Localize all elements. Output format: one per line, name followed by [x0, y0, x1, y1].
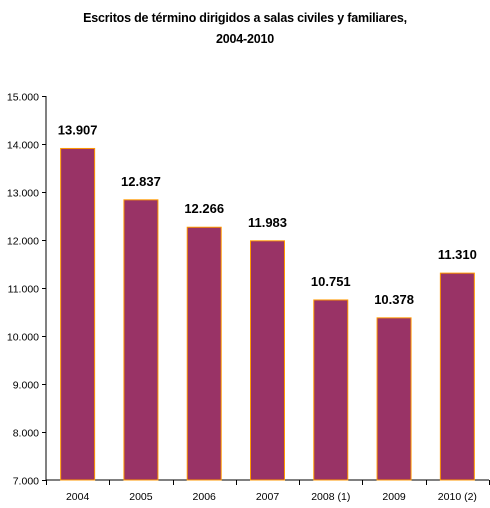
chart-title: Escritos de término dirigidos a salas ci…	[0, 8, 490, 50]
chart-labels: 7.000 8.000 9.000 10.000 11.000 12.000 13.000 1…	[7, 92, 477, 504]
y-tick-label: 9.000	[13, 380, 39, 392]
y-tick-label: 14.000	[7, 140, 39, 152]
data-label: 11.310	[438, 247, 477, 262]
x-tick-label: 2009	[382, 491, 406, 503]
chart-bars	[60, 147, 475, 481]
data-label: 11.983	[248, 215, 287, 230]
x-tick-label: 2007	[256, 491, 280, 503]
bar	[376, 317, 412, 481]
y-tick-label: 8.000	[13, 428, 39, 440]
data-label: 10.378	[374, 292, 414, 307]
y-tick-label: 11.000	[8, 284, 39, 296]
y-tick-label: 12.000	[7, 236, 39, 248]
data-label: 12.837	[121, 174, 161, 189]
bar	[186, 226, 222, 481]
chart-title-line1: Escritos de término dirigidos a salas ci…	[83, 11, 407, 25]
y-tick-label: 15.000	[7, 92, 39, 104]
x-tick-label: 2004	[66, 491, 90, 503]
data-label: 13.907	[58, 122, 98, 137]
y-tick-label: 10.000	[7, 332, 39, 344]
y-tick-label: 7.000	[13, 476, 39, 488]
bar	[123, 199, 159, 481]
bar	[439, 272, 475, 481]
bar	[60, 147, 96, 481]
chart-title-line2: 2004-2010	[216, 32, 274, 46]
x-tick-label: 2006	[193, 491, 217, 503]
data-label: 10.751	[311, 274, 351, 289]
y-tick-label: 13.000	[7, 188, 39, 200]
x-tick-label: 2005	[129, 491, 153, 503]
bar	[250, 240, 285, 481]
x-tick-label: 2008 (1)	[311, 491, 350, 503]
x-tick-label: 2010 (2)	[438, 491, 477, 503]
bar	[313, 299, 349, 481]
data-label: 12.266	[184, 201, 224, 216]
